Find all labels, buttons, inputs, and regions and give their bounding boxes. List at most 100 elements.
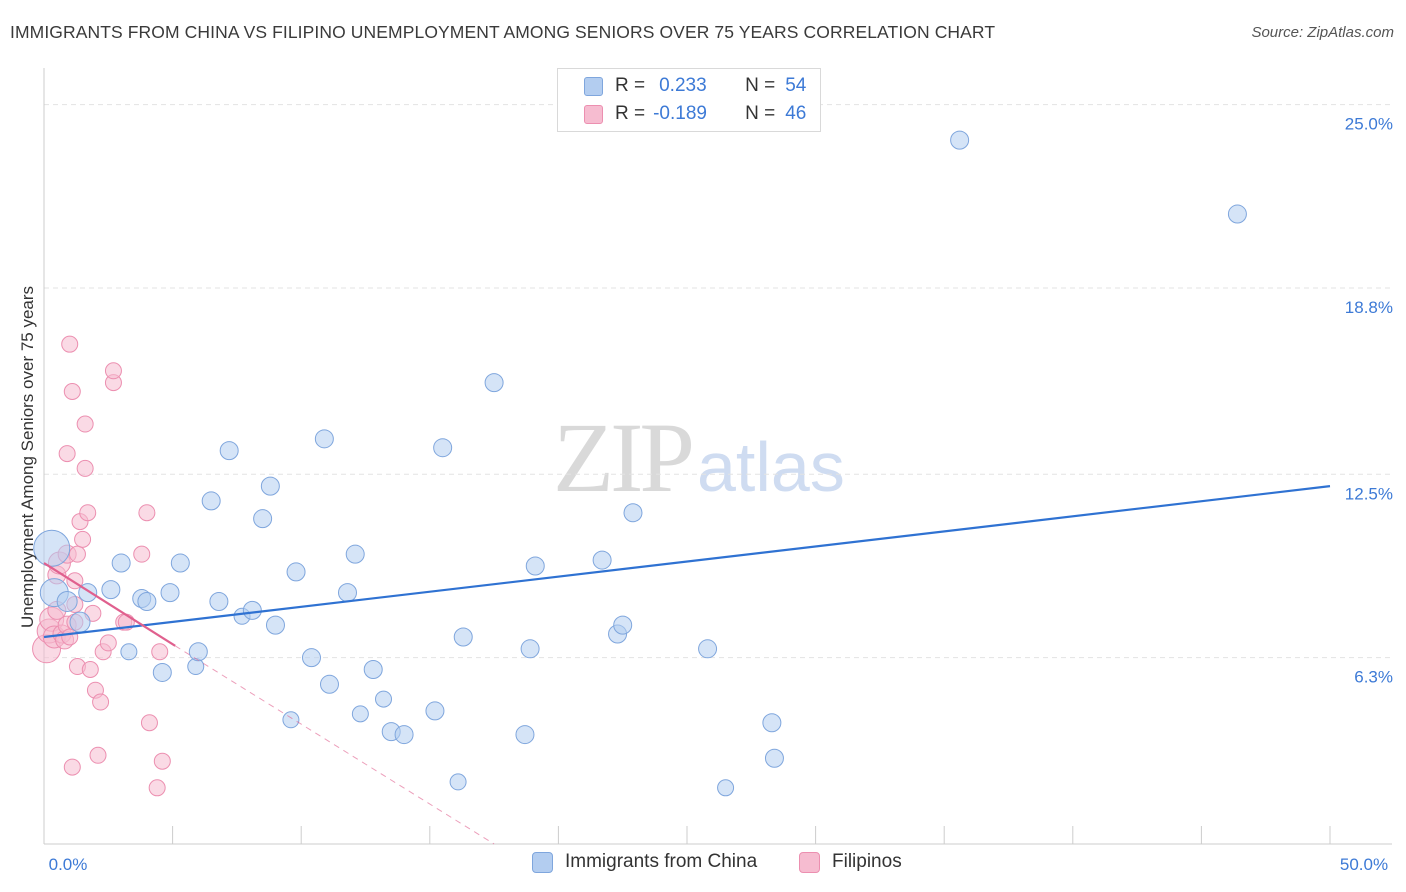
china-point: [345, 544, 365, 564]
filipino-point: [148, 779, 166, 797]
source-label: Source: ZipAtlas.com: [1251, 24, 1394, 41]
legend-item-china[interactable]: Immigrants from China: [532, 851, 757, 873]
legend-row-china: R = 0.233 N = 54: [584, 73, 806, 99]
china-point: [69, 611, 91, 633]
filipino-point: [153, 752, 171, 770]
china-point: [1227, 204, 1247, 224]
legend-row-filipino: R = -0.189 N = 46: [584, 101, 806, 127]
filipino-point: [76, 415, 94, 433]
legend-label: Immigrants from China: [565, 851, 758, 872]
legend-r-value: 0.233: [659, 75, 707, 96]
china-point: [515, 725, 535, 745]
filipino-point: [140, 714, 158, 732]
legend-item-filipinos[interactable]: Filipinos: [799, 851, 902, 873]
filipino-point: [76, 459, 94, 477]
filipino-trend-line: [43, 562, 176, 647]
filipino-point: [89, 746, 107, 764]
china-point: [717, 779, 735, 797]
y-tick-label: 25.0%: [1345, 115, 1393, 134]
watermark: ZIPatlas: [553, 400, 845, 515]
china-point: [188, 642, 208, 662]
legend-label: Filipinos: [832, 851, 902, 872]
china-point: [101, 580, 121, 600]
legend-n-label: N =: [745, 103, 776, 124]
china-point: [56, 590, 78, 612]
legend-n-value: 54: [785, 75, 807, 96]
china-point: [375, 690, 393, 708]
filipino-point: [61, 335, 79, 353]
china-point: [337, 583, 357, 603]
china-point: [525, 556, 545, 576]
china-point: [260, 476, 280, 496]
filipino-point: [104, 362, 122, 380]
filipino-point: [58, 445, 76, 463]
china-point: [394, 725, 414, 745]
china-point: [253, 509, 273, 529]
watermark-atlas: atlas: [697, 428, 845, 506]
china-point: [209, 591, 229, 611]
filipino-point: [81, 661, 99, 679]
china-point: [286, 562, 306, 582]
y-tick-label: 12.5%: [1345, 484, 1393, 503]
filipino-swatch: [584, 104, 603, 124]
correlation-legend: R = 0.233 N = 54 R = -0.189 N = 46: [557, 68, 821, 132]
china-point: [137, 591, 157, 611]
filipino-point: [133, 545, 151, 563]
filipino-point: [138, 504, 156, 522]
china-trend-line: [43, 485, 1331, 639]
china-point: [301, 648, 321, 668]
filipino-swatch: [799, 851, 820, 873]
china-point: [520, 639, 540, 659]
china-point: [698, 639, 718, 659]
china-point: [425, 701, 445, 721]
china-point: [363, 660, 383, 680]
china-point: [351, 705, 369, 723]
china-point: [592, 550, 612, 570]
filipino-point: [92, 693, 110, 711]
china-point: [170, 553, 190, 573]
legend-r-label: R =: [615, 103, 646, 124]
filipino-point: [63, 382, 81, 400]
x-tick-label: 50.0%: [1340, 855, 1388, 874]
filipino-point: [68, 545, 86, 563]
legend-n-label: N =: [745, 75, 776, 96]
china-point: [433, 438, 453, 458]
china-point: [764, 748, 784, 768]
china-point: [160, 583, 180, 603]
legend-n-value: 46: [785, 103, 807, 124]
china-point: [242, 600, 262, 620]
china-swatch: [532, 851, 553, 873]
legend-r-label: R =: [615, 75, 646, 96]
china-point: [265, 615, 285, 635]
filipino-point: [74, 530, 92, 548]
china-point: [282, 711, 300, 729]
china-point: [453, 627, 473, 647]
china-point: [33, 529, 71, 567]
china-point: [623, 503, 643, 523]
x-tick-label: 0.0%: [49, 855, 88, 874]
china-point: [319, 674, 339, 694]
china-point: [219, 441, 239, 461]
watermark-zip: ZIP: [553, 402, 695, 513]
china-point: [484, 373, 504, 393]
china-point: [613, 615, 633, 635]
china-point: [762, 713, 782, 733]
filipino-point: [151, 643, 169, 661]
china-point: [950, 130, 970, 150]
y-axis-label: Unemployment Among Seniors over 75 years: [18, 285, 37, 629]
china-point: [201, 491, 221, 511]
series-legend: Immigrants from China Filipinos: [0, 851, 1406, 879]
china-point: [111, 553, 131, 573]
y-tick-label: 18.8%: [1345, 298, 1393, 317]
china-point: [187, 658, 205, 676]
china-point: [152, 662, 172, 682]
china-point: [314, 429, 334, 449]
filipino-point: [99, 634, 117, 652]
legend-r-value: -0.189: [653, 103, 707, 124]
filipino-point: [79, 504, 97, 522]
chart-title: IMMIGRANTS FROM CHINA VS FILIPINO UNEMPL…: [10, 22, 996, 42]
filipino-trend-extension: [174, 645, 495, 845]
y-tick-label: 6.3%: [1354, 668, 1393, 687]
china-swatch: [584, 76, 603, 96]
